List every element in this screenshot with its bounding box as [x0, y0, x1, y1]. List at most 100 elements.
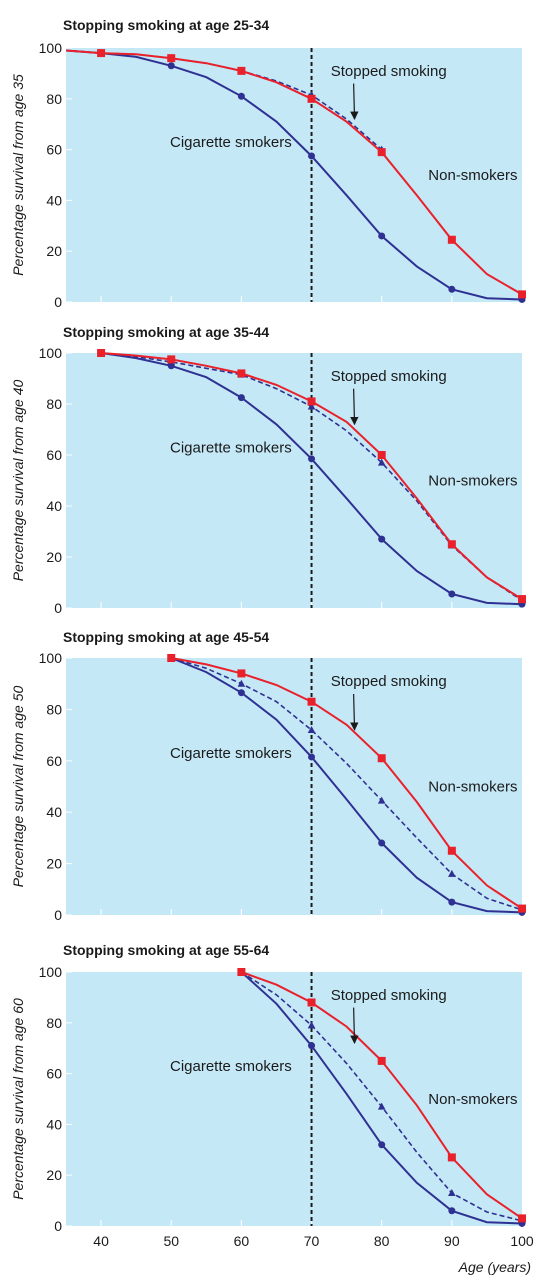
data-point	[378, 232, 386, 240]
y-tick-label: 60	[46, 753, 62, 769]
y-tick-label: 20	[46, 1167, 62, 1183]
data-point	[378, 535, 386, 543]
panel-1: Stopping smoking at age 25-34 Percentage …	[10, 17, 526, 310]
series-line-non	[65, 49, 523, 296]
data-point	[307, 725, 316, 733]
data-point	[447, 1153, 456, 1162]
y-tick-label: 0	[54, 1218, 62, 1234]
x-axis-label: Age (years)	[458, 1259, 531, 1275]
data-point	[167, 62, 175, 70]
data-point	[377, 148, 386, 157]
series-non	[167, 654, 526, 913]
series-line-smokers	[170, 657, 523, 914]
plot-area	[66, 353, 522, 608]
data-point	[237, 66, 246, 75]
series-non	[65, 49, 526, 299]
annotation-non-smokers: Non-smokers	[428, 167, 517, 184]
data-point	[518, 595, 526, 604]
data-point	[308, 152, 316, 160]
y-tick-label: 0	[54, 294, 62, 310]
data-point	[237, 669, 246, 678]
y-tick-label: 80	[46, 701, 62, 717]
panel-title: Stopping smoking at age 25-34	[63, 17, 269, 33]
x-tick-label: 40	[93, 1233, 109, 1249]
data-point	[307, 998, 316, 1007]
series-line-non	[171, 657, 523, 910]
data-point	[237, 968, 246, 976]
annotation-arrow	[350, 693, 359, 731]
x-tick-label: 70	[304, 1233, 320, 1249]
annotation-arrow	[350, 388, 359, 426]
data-point	[307, 397, 316, 406]
data-point	[237, 92, 245, 100]
data-point	[378, 839, 386, 847]
data-point	[448, 590, 456, 598]
y-tick-label: 40	[46, 498, 62, 514]
y-tick-label: 80	[46, 1015, 62, 1031]
panel-3: Stopping smoking at age 45-54 Percentage …	[10, 629, 526, 923]
data-point	[448, 1207, 456, 1215]
data-point	[518, 290, 526, 299]
data-point	[307, 402, 316, 410]
data-point	[237, 679, 246, 687]
data-point	[237, 394, 245, 402]
y-tick-label: 20	[46, 243, 62, 259]
data-point	[307, 697, 316, 706]
y-tick-label: 80	[46, 396, 62, 412]
x-tick-label: 100	[510, 1233, 534, 1249]
y-tick-label: 40	[46, 804, 62, 820]
data-point	[377, 451, 386, 459]
panel-4: Stopping smoking at age 55-64 Percentage …	[10, 942, 534, 1275]
series-smokers	[167, 654, 526, 916]
data-point	[377, 1102, 386, 1110]
y-tick-label: 40	[46, 192, 62, 208]
x-tick-label: 60	[234, 1233, 250, 1249]
data-point	[167, 654, 176, 662]
annotation-cigarette-smokers: Cigarette smokers	[170, 1058, 292, 1075]
x-tick-label: 90	[444, 1233, 460, 1249]
data-point	[447, 846, 456, 855]
x-tick-label: 50	[163, 1233, 179, 1249]
panel-title: Stopping smoking at age 45-54	[63, 629, 269, 645]
annotation-cigarette-smokers: Cigarette smokers	[170, 439, 292, 456]
annotation-arrow	[350, 83, 359, 120]
data-point	[447, 540, 456, 549]
plot-area	[66, 658, 522, 915]
panel-title: Stopping smoking at age 35-44	[63, 324, 269, 340]
data-point	[167, 54, 176, 63]
plot-area	[66, 972, 522, 1226]
data-point	[377, 754, 386, 763]
annotation-cigarette-smokers: Cigarette smokers	[170, 745, 292, 762]
y-tick-label: 100	[39, 40, 63, 56]
annotation-arrow	[350, 1007, 359, 1044]
data-point	[447, 235, 456, 244]
y-axis-label: Percentage survival from age 35	[10, 74, 26, 276]
annotation-stopped-smoking: Stopped smoking	[331, 673, 447, 690]
data-point	[448, 869, 456, 877]
annotation-cigarette-smokers: Cigarette smokers	[170, 134, 292, 151]
data-point	[518, 904, 526, 913]
series-smokers	[97, 349, 526, 608]
data-point	[377, 458, 386, 466]
y-tick-label: 0	[54, 907, 62, 923]
series-non	[97, 349, 526, 604]
annotation-stopped-smoking: Stopped smoking	[331, 63, 447, 80]
data-point	[377, 1056, 386, 1065]
annotation-stopped-smoking: Stopped smoking	[331, 368, 447, 385]
data-point	[167, 355, 176, 364]
y-tick-label: 100	[39, 345, 63, 361]
data-point	[307, 1021, 316, 1029]
series-non	[237, 968, 526, 1223]
data-point	[308, 1042, 316, 1050]
data-point	[237, 689, 245, 697]
y-tick-label: 100	[39, 964, 63, 980]
y-axis-label: Percentage survival from age 40	[10, 380, 26, 582]
data-point	[307, 94, 316, 103]
annotation-non-smokers: Non-smokers	[428, 1091, 517, 1108]
data-point	[448, 898, 456, 906]
y-axis-label: Percentage survival from age 60	[10, 998, 26, 1200]
y-tick-label: 100	[39, 650, 63, 666]
data-point	[448, 1188, 456, 1196]
data-point	[448, 285, 456, 293]
